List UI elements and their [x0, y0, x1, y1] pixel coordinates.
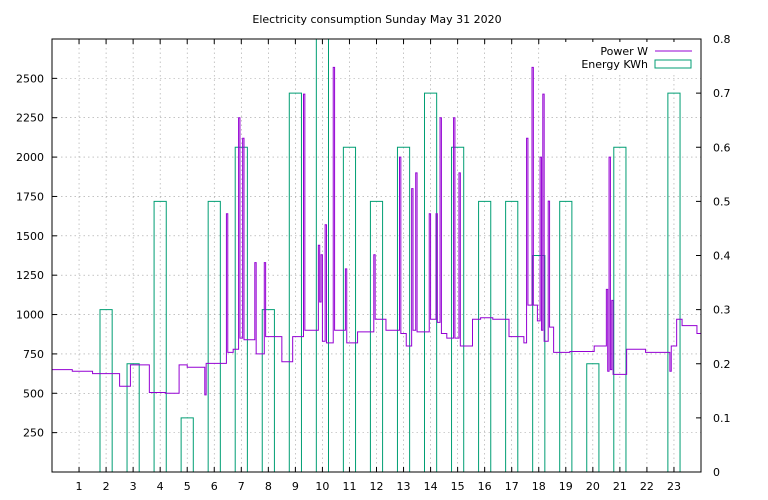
- chart-title: Electricity consumption Sunday May 31 20…: [252, 13, 501, 26]
- y2-tick-label: 0.8: [713, 33, 731, 46]
- x-tick-label: 8: [265, 480, 272, 493]
- y-tick-label: 1250: [16, 269, 44, 282]
- y-tick-label: 2000: [16, 151, 44, 164]
- y2-tick-label: 0: [713, 466, 720, 479]
- legend-swatch-energy: [654, 59, 692, 69]
- x-tick-label: 21: [613, 480, 627, 493]
- x-tick-label: 4: [157, 480, 164, 493]
- x-tick-label: 7: [238, 480, 245, 493]
- x-tick-label: 9: [292, 480, 299, 493]
- y2-tick-label: 0.3: [713, 304, 731, 317]
- y2-tick-label: 0.2: [713, 358, 731, 371]
- x-tick-label: 5: [184, 480, 191, 493]
- y-tick-label: 1750: [16, 190, 44, 203]
- y2-tick-label: 0.7: [713, 87, 731, 100]
- x-tick-label: 6: [211, 480, 218, 493]
- x-tick-label: 3: [130, 480, 137, 493]
- x-tick-label: 13: [397, 480, 411, 493]
- y-tick-label: 750: [23, 348, 44, 361]
- y-tick-label: 1000: [16, 309, 44, 322]
- x-tick-label: 22: [640, 480, 654, 493]
- x-tick-label: 10: [315, 480, 329, 493]
- legend-label-power: Power W: [600, 45, 648, 58]
- legend-background: [540, 42, 698, 72]
- x-tick-label: 15: [451, 480, 465, 493]
- x-tick-label: 2: [103, 480, 110, 493]
- y-tick-label: 2500: [16, 72, 44, 85]
- y-tick-label: 2250: [16, 112, 44, 125]
- x-tick-label: 12: [370, 480, 384, 493]
- grid: [52, 39, 701, 472]
- x-tick-label: 17: [505, 480, 519, 493]
- x-tick-label: 18: [532, 480, 546, 493]
- power-line: [52, 66, 701, 396]
- y2-tick-label: 0.1: [713, 412, 731, 425]
- x-tick-label: 23: [667, 480, 681, 493]
- axis-ticks: 1 2 3 4 5 6 7 8 9 10 11 12 13 14 15 16 17 18 19 20 21 22 23250…: [16, 33, 731, 493]
- y-tick-label: 250: [23, 427, 44, 440]
- x-tick-label: 16: [478, 480, 492, 493]
- x-tick-label: 19: [559, 480, 573, 493]
- x-tick-label: 1: [76, 480, 83, 493]
- power-series-line: [52, 66, 701, 396]
- y2-tick-label: 0.5: [713, 195, 731, 208]
- x-tick-label: 11: [342, 480, 356, 493]
- x-tick-label: 14: [424, 480, 438, 493]
- y2-tick-label: 0.4: [713, 250, 731, 263]
- y-tick-label: 500: [23, 387, 44, 400]
- legend-label-energy: Energy KWh: [581, 58, 648, 71]
- y2-tick-label: 0.6: [713, 141, 731, 154]
- legend: Power W Energy KWh: [540, 42, 698, 72]
- y-tick-label: 1500: [16, 230, 44, 243]
- x-tick-label: 20: [586, 480, 600, 493]
